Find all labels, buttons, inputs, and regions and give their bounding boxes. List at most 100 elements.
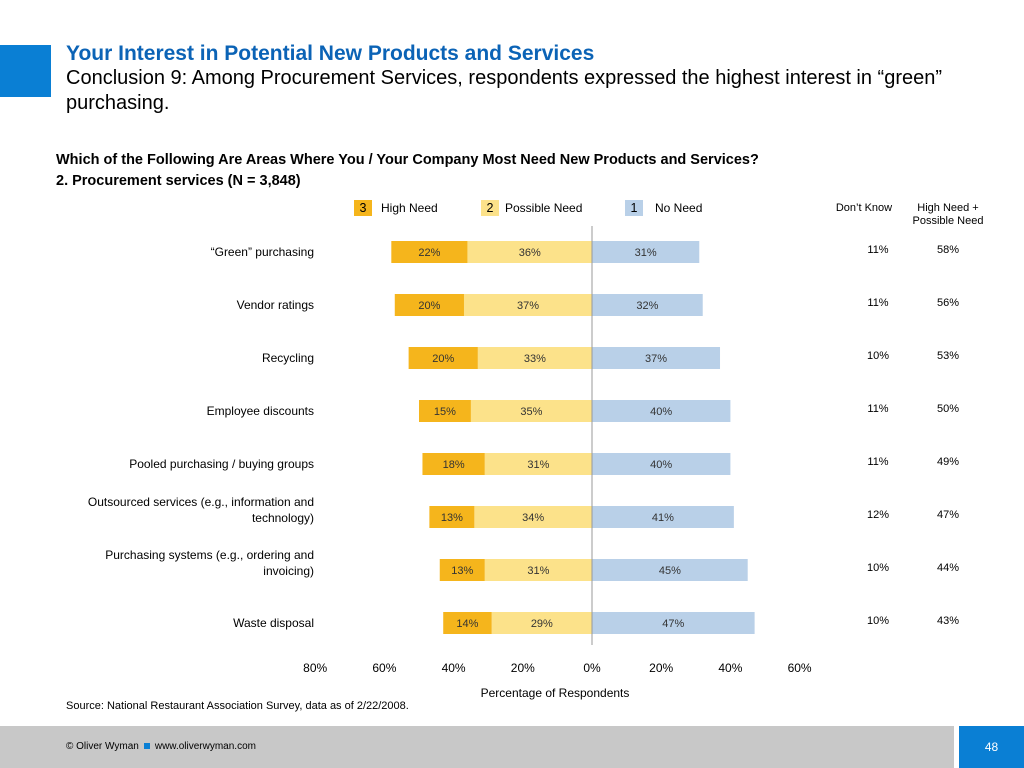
x-tick-label: 80% [303, 661, 327, 675]
bar-possible-need [467, 241, 592, 263]
footer-bar [0, 726, 954, 768]
data-label-high-need: 13% [451, 565, 473, 577]
data-label-no-need: 37% [645, 353, 667, 365]
category-label: Pooled purchasing / buying groups [129, 457, 314, 471]
category-label: Waste disposal [233, 616, 314, 630]
dont-know-value: 10% [866, 350, 890, 362]
combined-value: 58% [936, 244, 960, 256]
legend-box-no-need: 1 [625, 200, 643, 216]
data-label-possible-need: 34% [522, 512, 544, 524]
data-label-no-need: 47% [662, 618, 684, 630]
bar-no-need [592, 241, 700, 263]
combined-value: 47% [936, 509, 960, 521]
data-label-possible-need: 31% [527, 459, 549, 471]
bar-no-need [592, 453, 731, 475]
data-label-high-need: 20% [432, 353, 454, 365]
bar-no-need [592, 612, 755, 634]
x-tick-label: 20% [649, 661, 673, 675]
bar-high-need [419, 400, 471, 422]
x-tick-label: 20% [511, 661, 535, 675]
x-tick-label: 40% [442, 661, 466, 675]
category-label: Outsourced services (e.g., information a… [87, 495, 314, 525]
x-tick-label: 40% [718, 661, 742, 675]
bar-no-need [592, 559, 748, 581]
category-label: Employee discounts [206, 404, 314, 418]
category-label: Purchasing systems (e.g., ordering and i… [105, 548, 314, 578]
x-tick-label: 0% [583, 661, 601, 675]
data-label-no-need: 31% [635, 247, 657, 259]
legend: 3 High Need 2 Possible Need 1 No Need [354, 200, 734, 218]
dont-know-value: 11% [867, 403, 889, 415]
data-label-possible-need: 29% [531, 618, 553, 630]
dont-know-value: 10% [866, 615, 890, 627]
bar-no-need [592, 400, 731, 422]
bar-high-need [439, 559, 485, 581]
bar-possible-need [491, 612, 592, 634]
copyright: © Oliver Wyman [66, 741, 139, 752]
bar-possible-need [477, 347, 592, 369]
bar-high-need [394, 294, 464, 316]
question-line-1: Which of the Following Are Areas Where Y… [56, 152, 759, 168]
data-label-no-need: 41% [652, 512, 674, 524]
page-number: 48 [959, 726, 1024, 768]
data-label-possible-need: 37% [517, 300, 539, 312]
category-label: Vendor ratings [236, 298, 314, 312]
bar-possible-need [463, 294, 592, 316]
legend-label-high-need: High Need [381, 201, 438, 215]
footer-text: © Oliver Wyman www.oliverwyman.com [66, 741, 256, 752]
question-text: Which of the Following Are Areas Where Y… [56, 150, 759, 192]
data-label-no-need: 32% [636, 300, 658, 312]
data-label-high-need: 18% [443, 459, 465, 471]
x-axis-title: Percentage of Respondents [480, 686, 630, 700]
bar-high-need [443, 612, 492, 634]
dont-know-value: 11% [867, 297, 889, 309]
data-label-high-need: 15% [434, 406, 456, 418]
bar-no-need [592, 347, 721, 369]
bar-no-need [592, 506, 734, 528]
square-bullet-icon [143, 742, 150, 749]
legend-box-high-need: 3 [354, 200, 372, 216]
x-tick-label: 60% [788, 661, 812, 675]
data-label-high-need: 22% [418, 247, 440, 259]
combined-value: 49% [936, 456, 960, 468]
accent-block [0, 45, 51, 97]
bar-possible-need [474, 506, 592, 528]
combined-value: 50% [936, 403, 960, 415]
legend-label-no-need: No Need [655, 201, 703, 215]
combined-value: 53% [936, 350, 960, 362]
category-label: “Green” purchasing [210, 245, 314, 259]
data-label-no-need: 40% [650, 459, 672, 471]
bar-high-need [391, 241, 468, 263]
data-label-high-need: 20% [418, 300, 440, 312]
bar-no-need [592, 294, 703, 316]
slide-title: Your Interest in Potential New Products … [66, 42, 595, 65]
bar-possible-need [484, 559, 592, 581]
data-label-no-need: 45% [659, 565, 681, 577]
legend-box-possible-need: 2 [481, 200, 499, 216]
data-label-possible-need: 35% [520, 406, 542, 418]
slide-subtitle: Conclusion 9: Among Procurement Services… [66, 67, 943, 114]
source-note: Source: National Restaurant Association … [66, 700, 409, 712]
data-label-possible-need: 36% [519, 247, 541, 259]
bar-high-need [429, 506, 475, 528]
data-label-possible-need: 31% [527, 565, 549, 577]
combined-value: 43% [936, 615, 960, 627]
combined-header: High Need + Possible Need [912, 202, 984, 227]
x-tick-label: 60% [372, 661, 396, 675]
combined-value: 56% [936, 297, 960, 309]
dont-know-header: Don’t Know [835, 202, 893, 214]
bar-possible-need [484, 453, 592, 475]
combined-value: 44% [936, 562, 960, 574]
data-label-high-need: 14% [456, 618, 478, 630]
dont-know-value: 11% [867, 244, 889, 256]
footer-url[interactable]: www.oliverwyman.com [154, 741, 256, 752]
data-label-no-need: 40% [650, 406, 672, 418]
bar-high-need [408, 347, 478, 369]
bar-possible-need [470, 400, 592, 422]
question-line-2: 2. Procurement services (N = 3,848) [56, 173, 301, 189]
legend-label-possible-need: Possible Need [505, 201, 583, 215]
data-label-possible-need: 33% [524, 353, 546, 365]
dont-know-value: 10% [866, 562, 890, 574]
bar-high-need [422, 453, 485, 475]
